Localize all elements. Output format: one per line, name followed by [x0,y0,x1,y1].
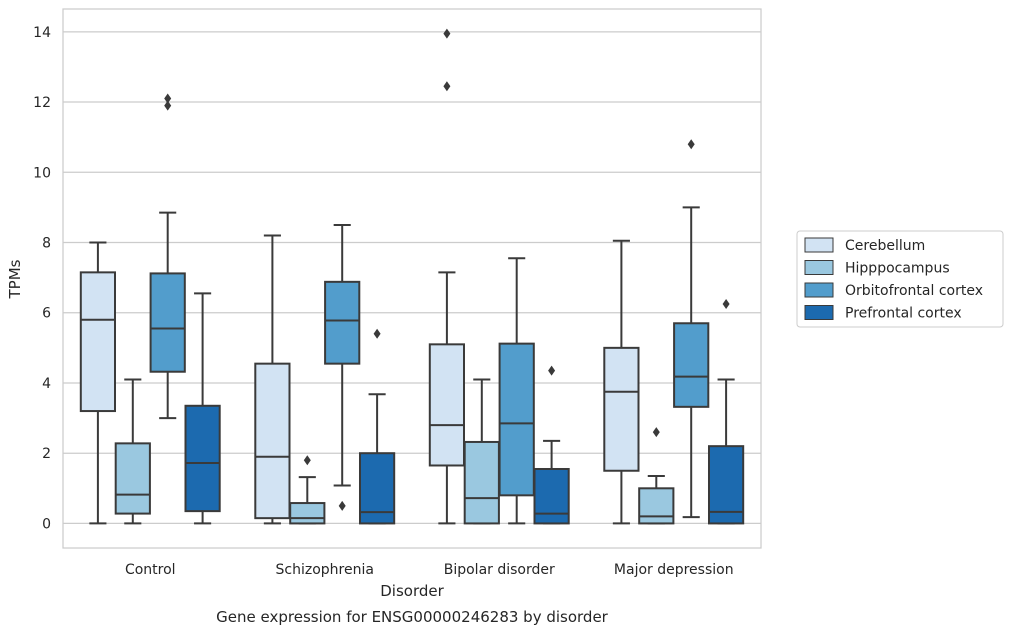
box-plot [149,93,186,420]
legend-label: Prefrontal cortex [845,306,962,322]
box-plot [638,427,675,525]
legend: Cerebellum Hipppocampus Orbitofrontal cort… [796,230,1004,328]
box [533,467,570,525]
x-tick-label: Control [125,562,176,578]
box-plot [428,28,466,525]
legend-item: Cerebellum [804,237,925,254]
outlier-point [164,100,172,111]
legend-swatch [804,237,834,253]
box-plot [289,455,326,525]
y-tick-label: 2 [42,446,51,462]
box-plot [114,378,151,525]
x-axis-label: Disorder [380,582,444,600]
legend-label: Cerebellum [845,238,925,254]
outlier-point [373,328,381,339]
legend-swatch [804,260,834,275]
box [184,404,221,513]
box-group [428,28,570,525]
x-tick-label: Major depression [614,562,734,578]
y-tick-label: 8 [42,236,51,252]
box [324,280,361,365]
box-plot [79,241,117,525]
y-axis-ticks: 0 2 4 6 8 10 12 14 [33,25,51,533]
x-axis-ticks: Control Schizophrenia Bipolar disorder Majo… [125,562,734,578]
box-group [603,139,745,525]
box-group [254,223,396,525]
outlier-point [722,298,730,309]
y-tick-label: 12 [33,95,51,111]
box-plot [673,139,710,519]
chart-caption: Gene expression for ENSG00000246283 by d… [216,608,609,626]
box-groups [79,28,745,525]
box [638,487,675,525]
outlier-point [338,500,346,511]
box [289,502,326,525]
plot-frame [62,8,762,549]
legend-label: Orbitofrontal cortex [845,283,983,299]
box [149,272,186,373]
legend-label: Hipppocampus [845,261,950,277]
legend-swatch [804,305,834,320]
box-plot [254,234,291,525]
outlier-point [164,93,172,104]
box-group [79,93,221,525]
legend-frame [796,230,1004,328]
x-tick-label: Schizophrenia [276,562,374,578]
outlier-point [443,81,451,92]
box [498,342,535,497]
x-tick-label: Bipolar disorder [444,562,555,578]
box [79,271,117,413]
outlier-point [652,427,660,438]
y-tick-label: 10 [33,165,51,181]
box-plot [498,257,535,525]
box [463,440,500,525]
legend-item: Prefrontal cortex [804,305,962,322]
y-tick-label: 14 [33,25,51,41]
box-plot [707,298,745,525]
box-plot [324,223,361,511]
box-plot [603,239,640,525]
box-plot [358,328,396,525]
box-plot [184,292,221,525]
box [114,442,151,515]
box [603,346,640,472]
y-axis-label: TPMs [6,259,24,299]
box-plot [533,365,570,525]
box [707,445,745,525]
y-tick-label: 4 [42,376,51,392]
outlier-point [303,455,311,466]
box [428,343,466,467]
legend-item: Orbitofrontal cortex [804,282,983,299]
box [254,362,291,520]
outlier-point [443,28,451,39]
outlier-point [687,139,695,150]
y-tick-label: 0 [42,516,51,532]
legend-item: Hipppocampus [804,260,950,277]
box [673,322,710,408]
y-tick-label: 6 [42,306,51,322]
box-plot [463,378,500,525]
legend-swatch [804,282,834,298]
outlier-point [548,365,556,376]
